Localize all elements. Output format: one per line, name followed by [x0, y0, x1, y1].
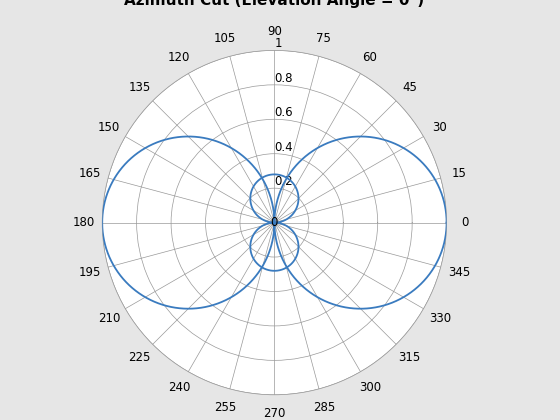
Title: Azimuth Cut (Elevation Angle = 0°): Azimuth Cut (Elevation Angle = 0°) — [124, 0, 424, 8]
Text: 0: 0 — [270, 216, 278, 229]
